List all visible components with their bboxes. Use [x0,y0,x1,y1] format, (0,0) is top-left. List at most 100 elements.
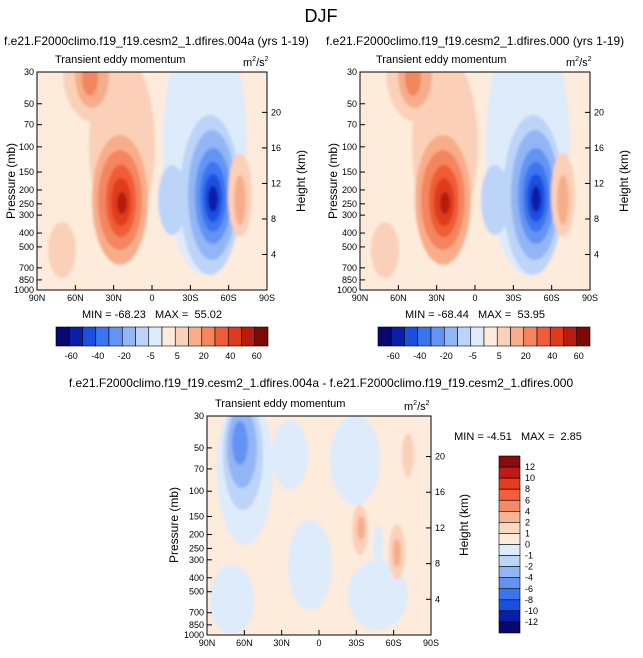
colorbar-label: 2 [525,517,530,527]
y-tick-label: 700 [189,608,204,618]
panel-a: f.e21.F2000climo.f19_f19.cesm2_1.dfires.… [4,34,309,361]
stats-text: MIN = -68.44 MAX = 53.95 [405,309,545,321]
colorbar-label: 40 [225,351,235,361]
y2-tick-label: 20 [435,452,445,462]
y2-tick-label: 4 [435,594,440,604]
colorbar-swatch [214,326,229,347]
y-tick-label: 30 [194,411,204,421]
y-axis-label: Pressure (mb) [4,143,18,219]
plot-field [207,416,431,635]
colorbar-label: -20 [440,351,453,361]
colorbar-label: 5 [175,351,180,361]
y-tick-label: 150 [189,512,204,522]
x-tick-label: 60S [386,638,402,648]
x-tick-label: 90S [259,293,275,303]
colorbar-label: -10 [525,606,538,616]
y-tick-label: 1000 [14,285,34,295]
x-tick-label: 30N [105,293,122,303]
x-tick-label: 0 [316,638,321,648]
stats-text: MIN = -68.23 MAX = 55.02 [82,309,222,321]
colorbar-swatch [536,326,551,347]
colorbar-swatch [135,326,150,347]
colorbar-label: -12 [525,617,538,627]
colorbar-swatch [498,466,521,479]
colorbar-label: 20 [521,351,531,361]
x-tick-label: 60S [221,293,237,303]
colorbar-swatch [82,326,97,347]
x-tick-label: 0 [472,293,477,303]
colorbar-swatch [121,326,136,347]
colorbar-swatch [563,326,578,347]
colorbar-swatch [498,555,521,567]
y-tick-label: 850 [189,620,204,630]
colorbar-label: -40 [91,351,104,361]
y-tick-label: 70 [194,464,204,474]
y-tick-label: 250 [189,543,204,553]
x-tick-label: 90N [352,293,369,303]
colorbar-swatch [390,326,405,347]
y2-axis-label: Height (km) [294,150,308,212]
units-label: m2/s2 [566,56,592,69]
colorbar-label: -60 [65,351,78,361]
colorbar-swatch [549,326,564,347]
colorbar-label: -40 [413,351,426,361]
colorbar-label: -60 [387,351,400,361]
colorbar-label: 20 [199,351,209,361]
colorbar-swatch [498,477,521,490]
y2-tick-label: 8 [271,214,276,224]
colorbar-label: 4 [525,506,530,516]
y-tick-label: 150 [19,167,34,177]
colorbar-label: 40 [547,351,557,361]
y-tick-label: 300 [342,210,357,220]
colorbar-label: -1 [525,551,533,561]
y2-tick-label: 16 [435,487,445,497]
colorbar-swatch [377,326,392,347]
colorbar-swatch [188,326,203,347]
left-title: Transient eddy momentum [376,54,506,66]
case-title: f.e21.F2000climo.f19_f19.cesm2_1.dfires.… [69,376,574,390]
colorbar-label: -5 [469,351,477,361]
colorbar-swatch [254,326,269,347]
colorbar-swatch [496,326,511,347]
colorbar-swatch [498,610,521,623]
panel-c: f.e21.F2000climo.f19_f19.cesm2_1.dfires.… [69,376,582,648]
colorbar-swatch [161,326,176,347]
y-tick-label: 250 [19,199,34,209]
y-tick-label: 850 [19,275,34,285]
x-tick-label: 30S [505,293,521,303]
colorbar: -60 -40 -20 -5 5 20 40 60 [55,326,269,361]
colorbar-swatch [241,326,256,347]
colorbar-label: 60 [574,351,584,361]
colorbar-swatch [227,326,242,347]
axis-ticks: 90N 60N 30N 0 30S 60S 90S 30 50 70 100 150 200 250300… [14,67,281,303]
colorbar-label: 60 [252,351,262,361]
colorbar-swatch [457,326,472,347]
y-tick-label: 150 [342,167,357,177]
colorbar-label: 5 [497,351,502,361]
panel-b: f.e21.F2000climo.f19_f19.cesm2_1.dfires.… [326,34,631,361]
left-title: Transient eddy momentum [55,54,185,66]
case-title: f.e21.F2000climo.f19_f19.cesm2_1.dfires.… [326,34,624,48]
colorbar-label: 12 [525,462,535,472]
colorbar-swatch [417,326,432,347]
units-label: m2/s2 [404,400,430,413]
y-tick-label: 500 [342,242,357,252]
x-tick-label: 30S [348,638,364,648]
colorbar-swatch [498,544,521,556]
colorbar-swatch [498,522,521,534]
colorbar-label: 8 [525,484,530,494]
y-tick-label: 200 [19,185,34,195]
x-tick-label: 60N [67,293,84,303]
x-tick-label: 60S [544,293,560,303]
colorbar-label: -4 [525,573,533,583]
y-tick-label: 700 [19,263,34,273]
colorbar-swatch [498,621,521,634]
colorbar-swatch [430,326,445,347]
y2-tick-label: 4 [271,249,276,259]
colorbar-swatch [498,577,521,590]
colorbar-swatch [498,499,521,512]
colorbar-swatch [523,326,538,347]
colorbar-swatch [443,326,458,347]
x-tick-label: 30S [182,293,198,303]
